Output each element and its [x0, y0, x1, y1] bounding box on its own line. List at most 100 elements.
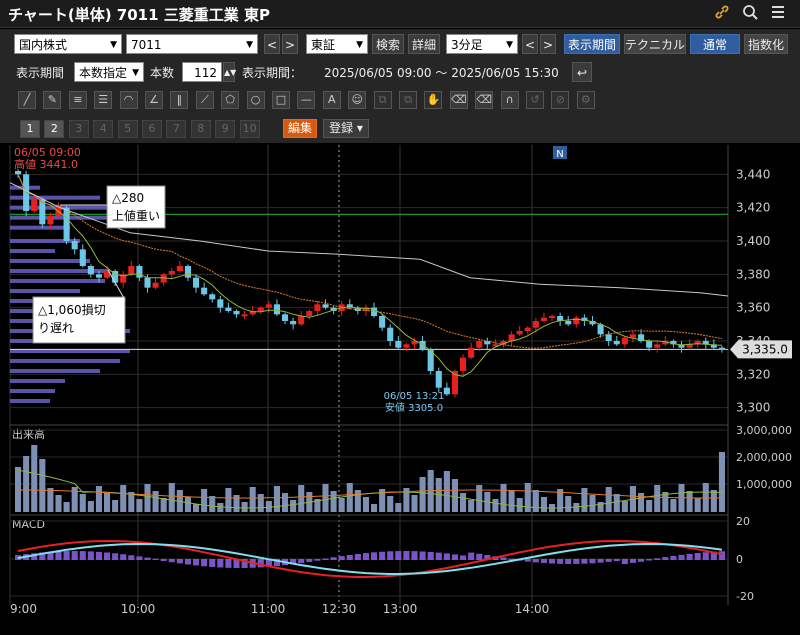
price-chart[interactable]: 3,4403,4203,4003,3803,3603,3403,3203,300…	[0, 143, 800, 635]
candle-body	[460, 357, 467, 371]
volume-bar	[476, 485, 483, 512]
circle-icon[interactable]: ○	[246, 91, 265, 109]
pentagon-icon[interactable]: ⬠	[221, 91, 240, 109]
volume-bar	[322, 484, 329, 512]
volume-bar	[516, 498, 523, 512]
macd-histogram-bar	[387, 551, 394, 560]
preset-tab-3[interactable]: 3	[68, 120, 89, 138]
macd-histogram-bar	[646, 559, 653, 561]
volume-ma-mid	[18, 489, 723, 499]
copy-icon[interactable]: ⧉	[373, 91, 392, 109]
candle-body	[451, 371, 458, 395]
preset-tab-10[interactable]: 10	[239, 120, 260, 138]
volume-profile-bar	[10, 249, 55, 253]
preset-tab-2[interactable]: 2	[44, 120, 65, 138]
period-label: 表示期間	[16, 66, 65, 80]
eraser-all-icon[interactable]: ⌫	[475, 91, 494, 109]
search-icon[interactable]	[740, 4, 760, 24]
technical-button[interactable]: テクニカル	[624, 34, 686, 54]
volume-bar	[540, 497, 547, 512]
count-stepper[interactable]: ▲▼	[223, 62, 236, 82]
macd-histogram-bar	[710, 551, 717, 560]
candle-body	[257, 307, 264, 311]
ruler-icon[interactable]: ✎	[43, 91, 62, 109]
range-label: 表示期間：	[242, 66, 303, 80]
macd-histogram-bar	[670, 555, 677, 560]
register-button[interactable]: 登録 ▾	[323, 119, 369, 138]
preset-tab-8[interactable]: 8	[190, 120, 211, 138]
volume-bar	[443, 471, 450, 512]
volume-bar	[589, 495, 596, 512]
gann-fan-icon[interactable]: ⟋	[195, 91, 214, 109]
trendline-icon[interactable]: ╱	[18, 91, 36, 109]
count-input[interactable]: 112	[182, 62, 222, 82]
code-input[interactable]: 7011 ▼	[126, 34, 258, 54]
horizontal-lines-icon[interactable]: ☰	[94, 91, 113, 109]
prev-code-button[interactable]: <	[264, 34, 280, 54]
vertical-lines-icon[interactable]: ‖	[170, 91, 189, 109]
icon-icon[interactable]: ☺	[348, 91, 367, 109]
preset-tab-1[interactable]: 1	[20, 120, 40, 138]
macd-histogram-bar	[581, 559, 588, 564]
edit-button[interactable]: 編集	[283, 119, 317, 138]
volume-bar	[265, 501, 272, 512]
hand-icon[interactable]: ✋	[424, 91, 443, 109]
fibonacci-arc-icon[interactable]: ∠	[145, 91, 163, 109]
volume-bar	[387, 496, 394, 512]
interval-select[interactable]: 3分足 ▼	[446, 34, 518, 54]
volume-bar	[152, 491, 159, 512]
candle-body	[508, 334, 515, 341]
lock-icon[interactable]: ⊘	[551, 91, 570, 109]
candle-body	[613, 341, 620, 345]
fibonacci-fan-icon[interactable]: ◠	[119, 91, 138, 109]
undo-icon[interactable]: ↩	[572, 62, 592, 82]
candle-body	[152, 282, 159, 288]
eraser-icon[interactable]: ⌫	[449, 91, 468, 109]
callout-upper-line-1: △280	[112, 191, 144, 205]
preset-tab-6[interactable]: 6	[142, 120, 162, 138]
magnet-icon[interactable]: ∩	[500, 91, 519, 109]
volume-bar	[379, 489, 386, 512]
candle-body	[71, 241, 78, 250]
menu-icon[interactable]	[768, 4, 788, 24]
next-interval-button[interactable]: >	[540, 34, 556, 54]
parallel-icon[interactable]: ≡	[68, 91, 87, 109]
volume-profile-bar	[10, 359, 120, 363]
preset-tab-7[interactable]: 7	[166, 120, 187, 138]
candle-body	[678, 344, 685, 348]
macd-histogram-bar	[395, 551, 402, 560]
undo-draw-icon[interactable]: ↺	[526, 91, 544, 109]
macd-histogram-bar	[241, 559, 248, 568]
next-code-button[interactable]: >	[282, 34, 298, 54]
macd-histogram-bar	[39, 552, 46, 560]
text-icon[interactable]: A	[322, 91, 341, 109]
candle-body	[411, 341, 418, 345]
volume-bar	[419, 477, 426, 512]
search-button[interactable]: 検索	[372, 34, 404, 54]
volume-bar	[532, 490, 539, 512]
volume-bar	[298, 485, 305, 512]
prev-interval-button[interactable]: <	[522, 34, 538, 54]
volume-bar	[670, 499, 677, 512]
link-icon[interactable]	[712, 4, 732, 24]
preset-tab-9[interactable]: 9	[215, 120, 236, 138]
macd-histogram-bar	[565, 559, 572, 564]
index-mode-button[interactable]: 指数化	[744, 34, 788, 54]
preset-tab-5[interactable]: 5	[117, 120, 138, 138]
market-select[interactable]: 国内株式 ▼	[14, 34, 122, 54]
paste-icon[interactable]: ⧉	[399, 91, 417, 109]
settings-icon[interactable]: ⚙	[576, 91, 595, 109]
volume-bar	[144, 484, 151, 512]
rectangle-icon[interactable]: □	[272, 91, 290, 109]
normal-mode-button[interactable]: 通常	[690, 34, 740, 54]
toolbar-row-2: 表示期間 本数指定 ▼ 本数 112 ▲▼ 表示期間： 2025/06/05 09…	[0, 59, 800, 87]
macd-histogram-bar	[104, 552, 111, 560]
period-mode-select[interactable]: 本数指定 ▼	[74, 62, 144, 82]
preset-tab-4[interactable]: 4	[93, 120, 114, 138]
window-titlebar: チャート(単体) 7011 三菱重工業 東P	[0, 0, 800, 28]
exchange-select[interactable]: 東証 ▼	[306, 34, 368, 54]
detail-button[interactable]: 詳細	[408, 34, 440, 54]
period-button[interactable]: 表示期間	[564, 34, 620, 54]
horizontal-line-icon[interactable]: —	[297, 91, 316, 109]
low-price-label: 安値 3305.0	[385, 401, 443, 414]
